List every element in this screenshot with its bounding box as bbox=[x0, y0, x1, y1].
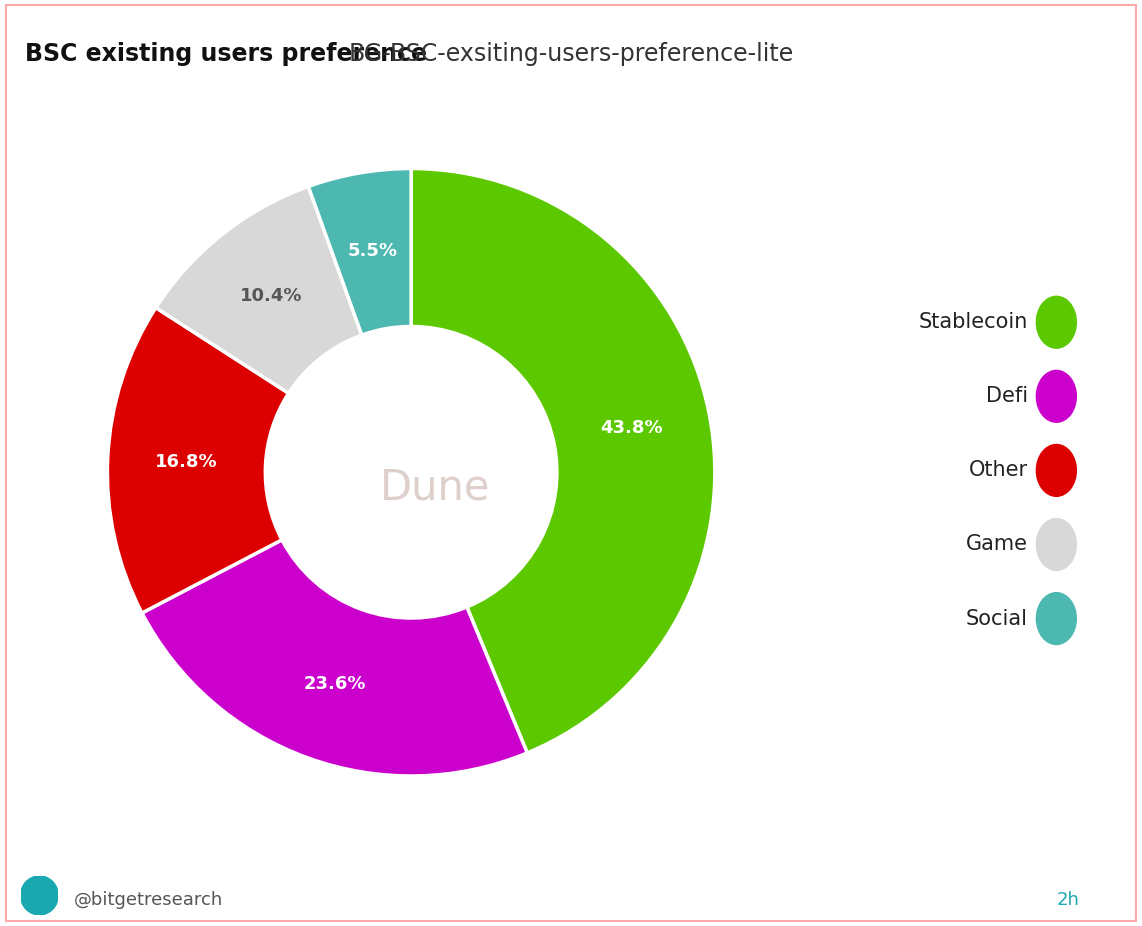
Text: Social: Social bbox=[966, 608, 1028, 629]
Circle shape bbox=[1037, 444, 1076, 496]
Wedge shape bbox=[155, 186, 362, 394]
Wedge shape bbox=[411, 169, 715, 753]
Text: BG-BSC-exsiting-users-preference-lite: BG-BSC-exsiting-users-preference-lite bbox=[348, 42, 794, 66]
Text: 5.5%: 5.5% bbox=[347, 242, 397, 260]
Circle shape bbox=[1037, 296, 1076, 348]
Text: Game: Game bbox=[966, 534, 1028, 555]
Text: 16.8%: 16.8% bbox=[155, 453, 218, 471]
Text: 10.4%: 10.4% bbox=[240, 287, 303, 306]
Text: 2h: 2h bbox=[1056, 891, 1079, 909]
Text: BSC existing users preference: BSC existing users preference bbox=[25, 42, 427, 66]
Wedge shape bbox=[308, 169, 411, 335]
Text: Dune: Dune bbox=[380, 467, 491, 508]
Text: @bitgetresearch: @bitgetresearch bbox=[74, 891, 224, 909]
Text: Defi: Defi bbox=[986, 386, 1028, 407]
Circle shape bbox=[1037, 593, 1076, 644]
Wedge shape bbox=[107, 307, 289, 613]
Wedge shape bbox=[142, 540, 528, 776]
Text: Stablecoin: Stablecoin bbox=[918, 312, 1028, 332]
Text: 43.8%: 43.8% bbox=[601, 419, 662, 437]
Text: Other: Other bbox=[968, 460, 1028, 481]
Text: 23.6%: 23.6% bbox=[303, 674, 365, 693]
Circle shape bbox=[1037, 370, 1076, 422]
Circle shape bbox=[1037, 519, 1076, 570]
Circle shape bbox=[21, 876, 58, 915]
